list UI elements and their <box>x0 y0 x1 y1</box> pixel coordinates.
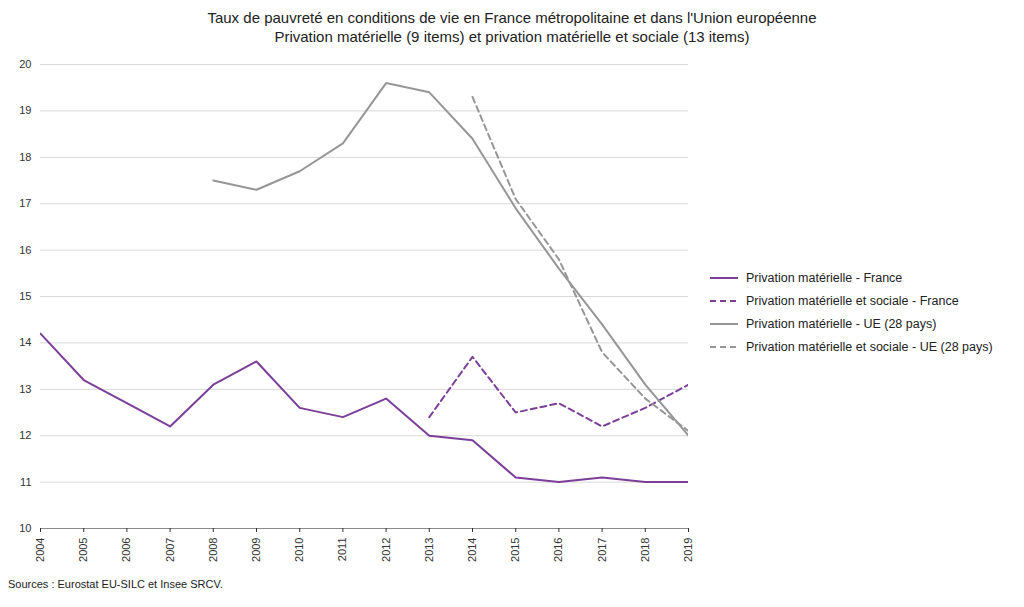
svg-text:2005: 2005 <box>77 538 89 562</box>
svg-text:17: 17 <box>19 197 31 209</box>
svg-text:2019: 2019 <box>682 538 694 562</box>
svg-text:12: 12 <box>19 429 31 441</box>
html-text:Privation matérielle (9 items): Privation matérielle (9 items) et privat… <box>274 28 750 45</box>
svg-text:2018: 2018 <box>639 538 651 562</box>
svg-text:10: 10 <box>19 522 31 534</box>
svg-text:2013: 2013 <box>423 538 435 562</box>
svg-text:2015: 2015 <box>509 538 521 562</box>
svg-text:2006: 2006 <box>120 538 132 562</box>
html-text:Privation matérielle - UE (28: Privation matérielle - UE (28 pays) <box>746 316 937 331</box>
svg-text:13: 13 <box>19 383 31 395</box>
svg-text:2017: 2017 <box>596 538 608 562</box>
svg-text:2008: 2008 <box>207 538 219 562</box>
svg-text:2007: 2007 <box>164 538 176 562</box>
svg-text:19: 19 <box>19 104 31 116</box>
html-text:Sources : Eurostat EU-SILC et: Sources : Eurostat EU-SILC et Insee SRCV… <box>8 578 223 590</box>
svg-text:18: 18 <box>19 151 31 163</box>
svg-text:2010: 2010 <box>293 538 305 562</box>
svg-text:2009: 2009 <box>250 538 262 562</box>
svg-text:2004: 2004 <box>34 538 46 562</box>
svg-text:20: 20 <box>19 58 31 70</box>
svg-text:2011: 2011 <box>336 538 348 562</box>
svg-text:2014: 2014 <box>466 538 478 562</box>
svg-text:16: 16 <box>19 244 31 256</box>
svg-text:2016: 2016 <box>552 538 564 562</box>
svg-text:14: 14 <box>19 336 31 348</box>
html-text:Privation matérielle et social: Privation matérielle et sociale - France <box>746 293 959 308</box>
svg-text:11: 11 <box>20 476 31 488</box>
html-text:Taux de pauvreté en conditions: Taux de pauvreté en conditions de vie en… <box>207 9 817 26</box>
svg-text:15: 15 <box>19 290 31 302</box>
html-text:Privation matérielle - France: Privation matérielle - France <box>746 270 903 285</box>
svg-text:2012: 2012 <box>380 538 392 562</box>
html-text:Privation matérielle et social: Privation matérielle et sociale - UE (28… <box>746 339 993 354</box>
